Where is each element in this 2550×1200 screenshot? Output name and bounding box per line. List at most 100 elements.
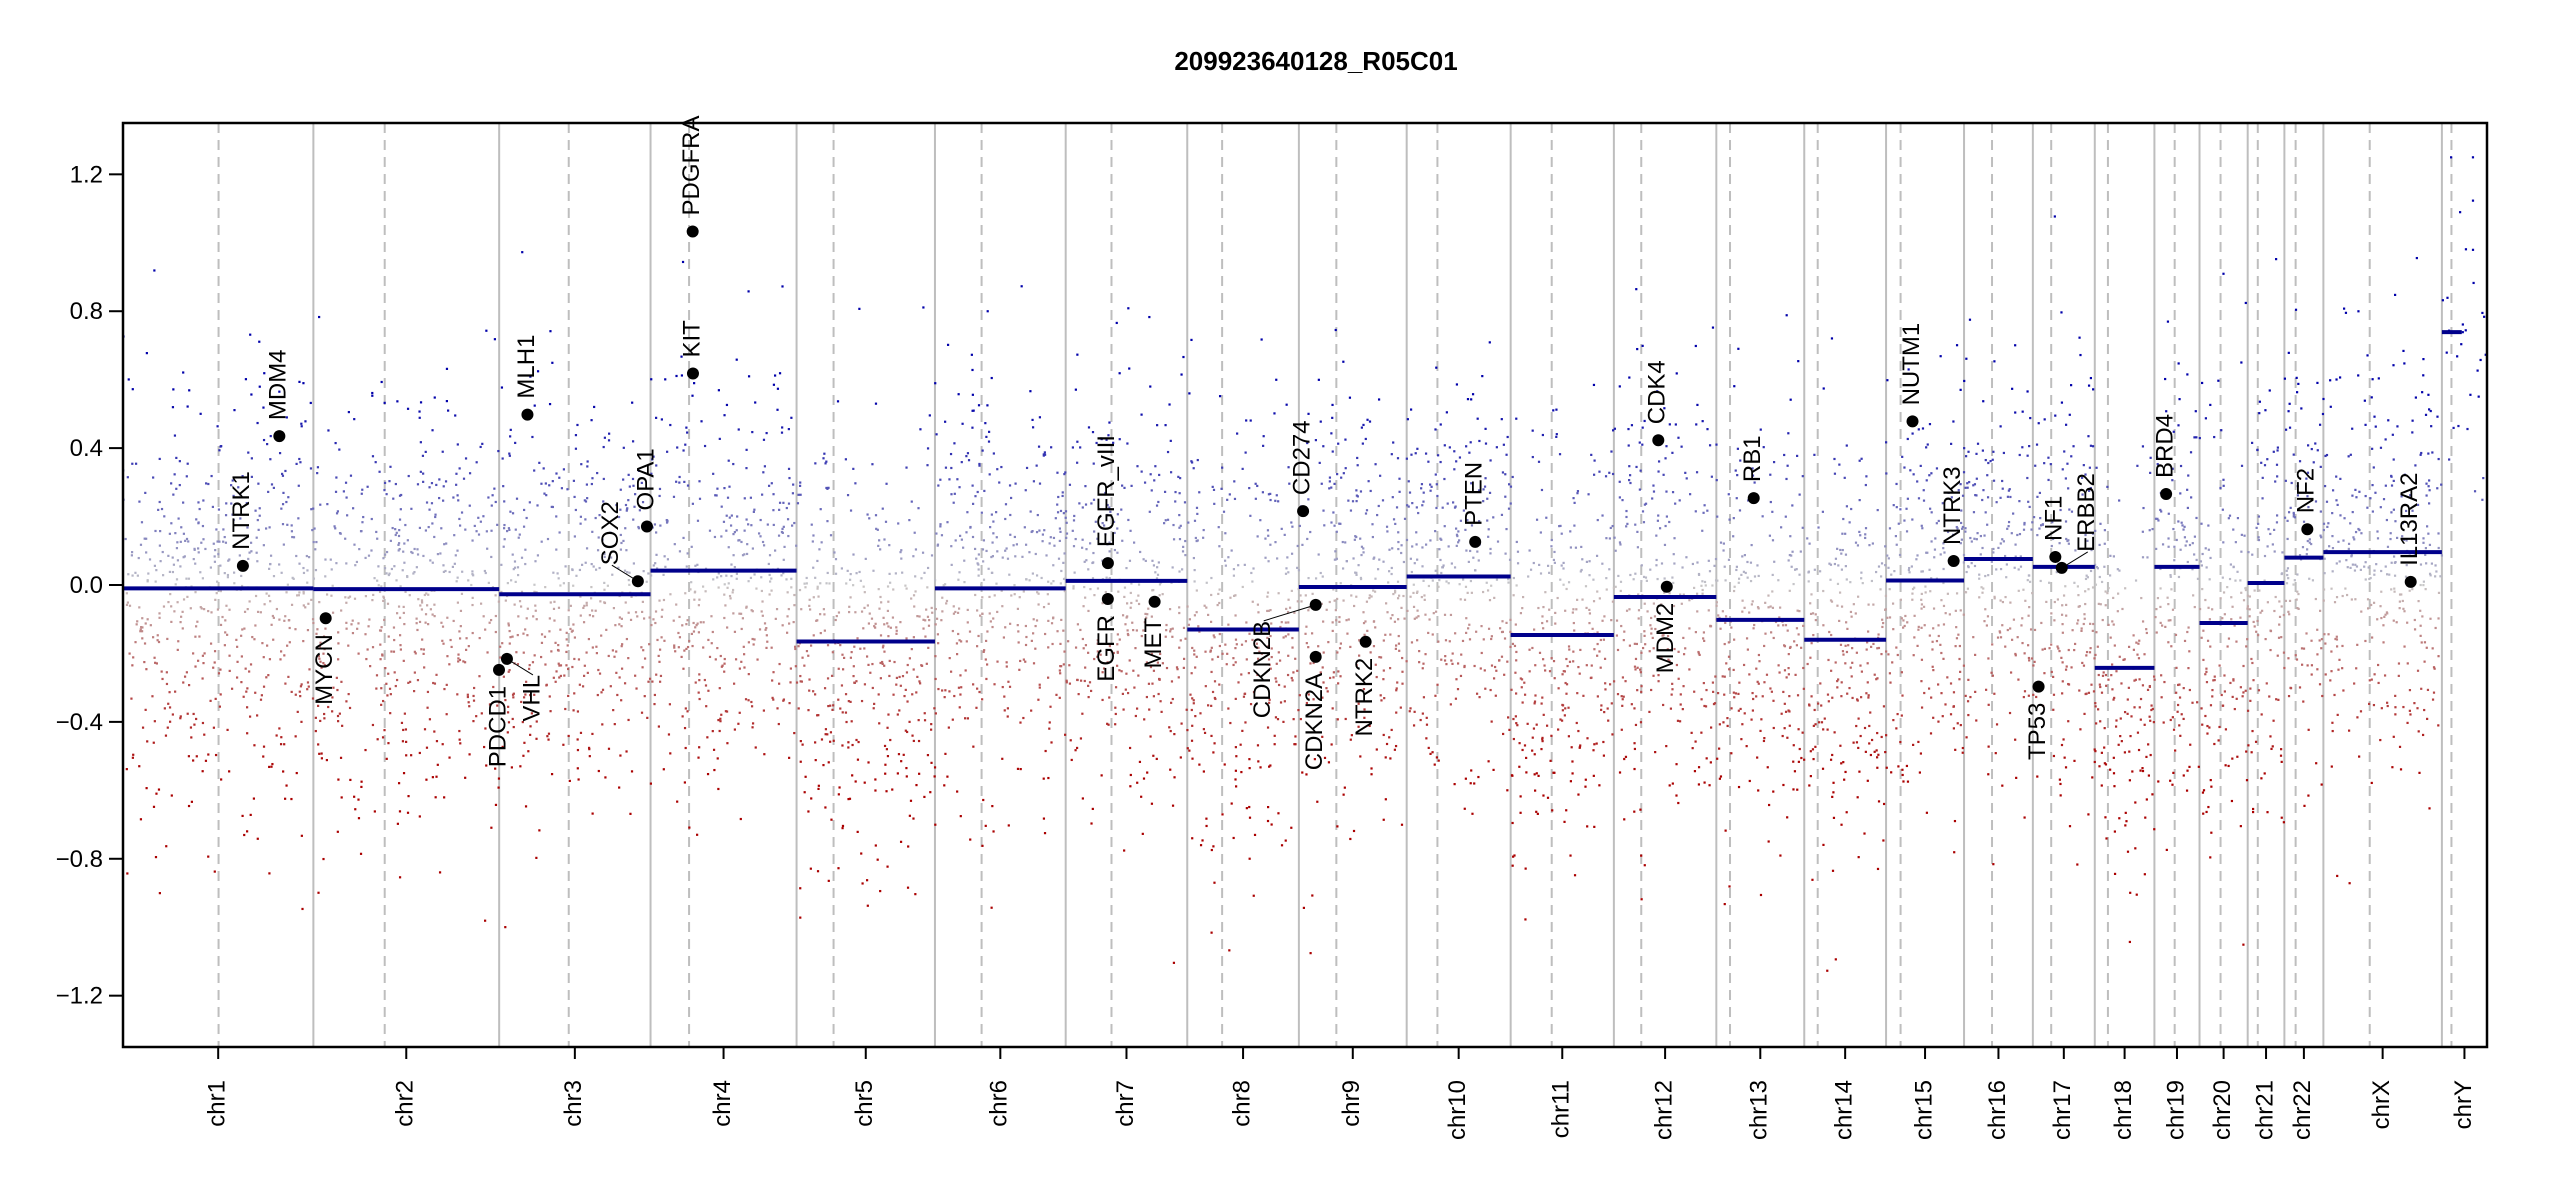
probe-point [1650, 616, 1653, 620]
probe-point [752, 510, 755, 513]
probe-point [703, 444, 707, 448]
probe-point [1001, 605, 1004, 608]
probe-point [1511, 475, 1514, 479]
probe-point [1652, 602, 1655, 605]
probe-point [544, 663, 547, 666]
probe-point [908, 519, 911, 522]
probe-point [543, 635, 547, 638]
probe-point [1755, 695, 1758, 698]
probe-point [1399, 706, 1402, 709]
probe-point [880, 601, 883, 604]
probe-point [557, 577, 560, 580]
probe-point [673, 644, 676, 647]
probe-point [600, 634, 603, 637]
probe-point [1191, 646, 1194, 650]
probe-point [141, 626, 144, 629]
probe-point [417, 598, 420, 601]
probe-point [1189, 693, 1192, 696]
probe-point [854, 780, 857, 783]
probe-point [1458, 583, 1461, 586]
probe-point [643, 695, 646, 698]
probe-point [1008, 484, 1012, 487]
probe-point [258, 507, 261, 510]
probe-point [971, 502, 975, 505]
probe-point [1845, 578, 1848, 581]
probe-point [1216, 603, 1219, 607]
probe-point [1142, 558, 1145, 561]
probe-point [1232, 574, 1236, 577]
probe-point [576, 423, 579, 427]
probe-point [1752, 697, 1755, 701]
probe-point [1715, 604, 1718, 607]
probe-point [517, 615, 520, 618]
probe-point [262, 656, 265, 659]
probe-point [861, 882, 864, 885]
probe-point [1784, 710, 1788, 713]
probe-point [558, 476, 561, 479]
probe-point [525, 680, 528, 683]
probe-point [468, 472, 472, 475]
probe-point [485, 329, 488, 332]
probe-point [528, 667, 531, 670]
probe-point [573, 657, 576, 661]
probe-point [1548, 670, 1552, 673]
probe-point [819, 613, 822, 616]
probe-point [419, 470, 422, 473]
probe-point [1657, 514, 1660, 517]
probe-point [686, 619, 689, 622]
probe-point [991, 541, 994, 544]
probe-point [415, 617, 418, 620]
probe-point [1230, 802, 1233, 805]
probe-point [1737, 692, 1740, 696]
probe-point [1240, 643, 1244, 646]
probe-point [322, 652, 325, 655]
probe-point [747, 673, 750, 676]
probe-point [1301, 771, 1304, 774]
probe-point [753, 508, 756, 511]
probe-point [1334, 550, 1337, 553]
probe-point [1550, 657, 1553, 660]
probe-point [1771, 606, 1775, 609]
probe-point [1100, 438, 1103, 441]
probe-point [1479, 667, 1482, 670]
probe-point [359, 852, 363, 855]
probe-point [1278, 659, 1282, 662]
probe-point [1409, 707, 1412, 710]
probe-point [1664, 457, 1667, 460]
probe-point [1548, 571, 1551, 574]
probe-point [941, 689, 944, 692]
probe-point [535, 856, 538, 859]
probe-point [1808, 704, 1811, 707]
probe-point [1572, 650, 1575, 653]
probe-point [318, 657, 321, 660]
probe-point [803, 791, 806, 794]
probe-point [750, 609, 753, 612]
probe-point [1855, 698, 1859, 701]
probe-point [205, 482, 208, 485]
probe-point [1064, 510, 1068, 513]
probe-point [1784, 624, 1788, 627]
probe-point [1484, 442, 1488, 445]
probe-point [837, 667, 840, 670]
probe-point [240, 655, 243, 658]
probe-point [794, 665, 797, 668]
probe-point [899, 551, 902, 554]
probe-point [1544, 591, 1547, 594]
probe-point [1079, 628, 1082, 632]
probe-point [728, 485, 731, 488]
probe-point [1266, 591, 1270, 594]
probe-point [322, 635, 326, 638]
probe-point [1431, 751, 1434, 754]
probe-point [512, 725, 515, 729]
probe-point [436, 763, 439, 766]
probe-point [782, 572, 785, 575]
probe-point [986, 663, 989, 666]
probe-point [262, 438, 266, 442]
probe-point [1504, 495, 1507, 498]
probe-point [1406, 504, 1409, 507]
probe-point [1469, 782, 1472, 785]
probe-point [1114, 712, 1117, 716]
probe-point [271, 762, 274, 766]
probe-point [1505, 453, 1508, 456]
probe-point [1704, 584, 1707, 587]
